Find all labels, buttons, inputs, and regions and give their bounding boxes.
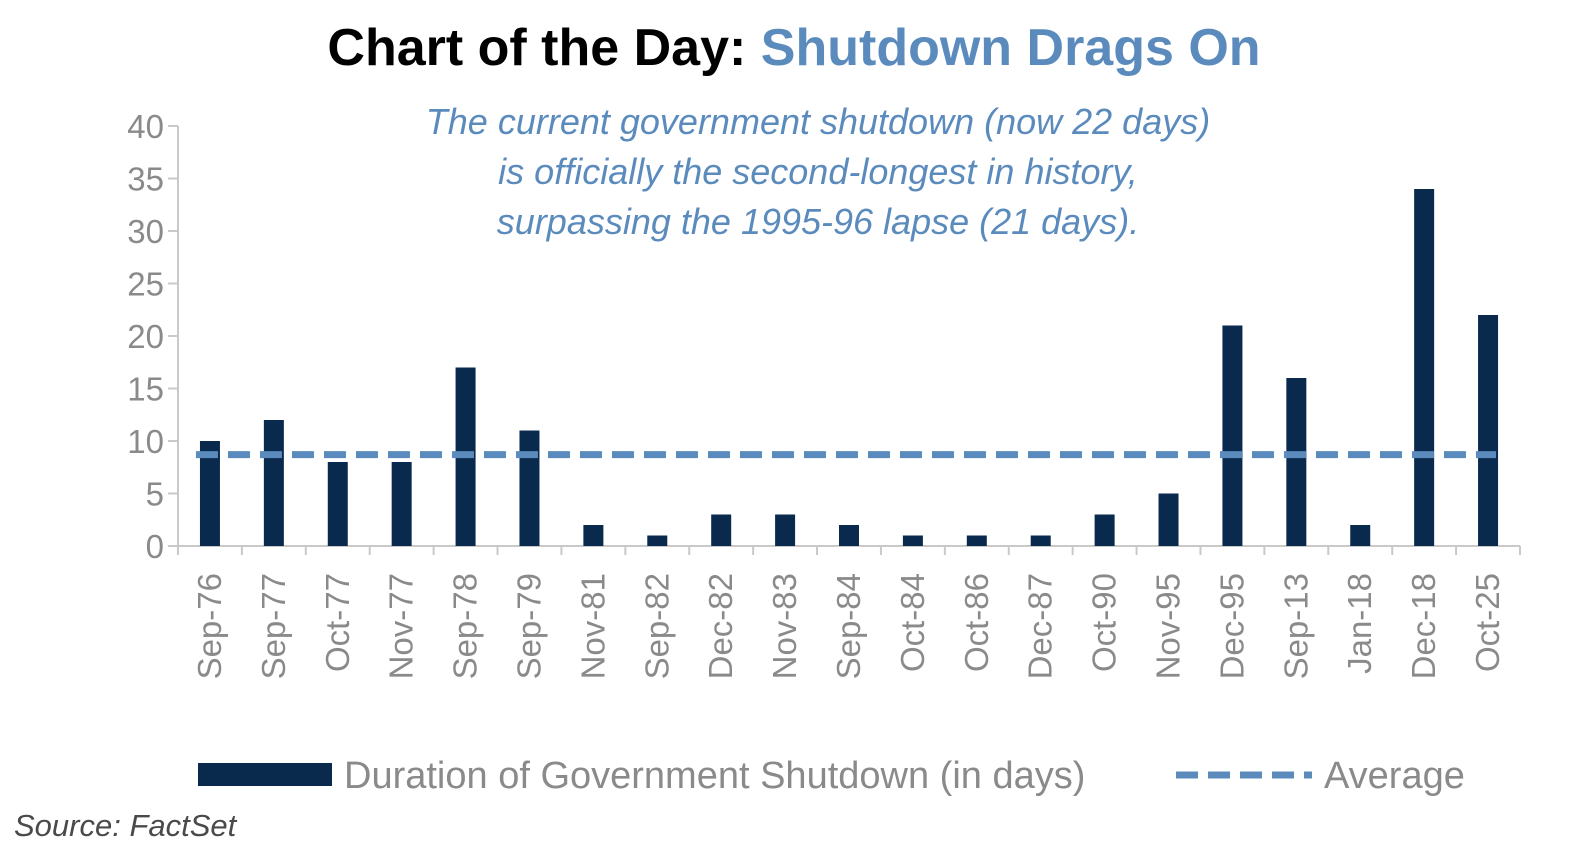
y-tick-label: 30 [127,213,164,250]
bar [711,514,732,546]
bar [1030,535,1051,546]
bar-series [199,189,1499,546]
bar [1094,514,1115,546]
legend: Duration of Government Shutdown (in days… [198,755,1465,797]
bar [839,525,859,546]
annotation: The current government shutdown (now 22 … [426,101,1210,242]
x-tick-label: Sep-77 [255,573,292,679]
x-tick-label: Sep-84 [830,573,867,679]
y-axis: 0 5 10 15 20 25 30 35 40 [127,108,179,565]
legend-average-label: Average [1324,755,1465,797]
x-tick-label: Dec-82 [702,573,739,679]
source-note: Source: FactSet [14,808,237,843]
x-tick-label: Sep-76 [191,573,228,679]
bar [199,441,220,546]
y-tick-label: 0 [146,528,164,565]
x-tick-label: Nov-83 [766,573,803,679]
x-tick-label: Nov-77 [383,573,420,679]
bar [263,420,284,546]
bar [1478,315,1499,546]
annotation-line-2: is officially the second-longest in hist… [498,151,1138,192]
bar [519,430,540,546]
y-tick-label: 10 [127,423,164,460]
bar [1222,325,1243,546]
x-tick-label: Jan-18 [1341,573,1378,674]
y-tick-label: 35 [127,161,164,198]
x-tick-label: Dec-87 [1022,573,1059,679]
legend-bar-swatch [198,763,332,786]
x-tick-label: Nov-81 [574,573,611,679]
bar [775,514,796,546]
y-tick-label: 25 [127,266,164,303]
bar [1414,189,1435,546]
x-tick-label: Oct-90 [1086,573,1123,672]
x-tick-label: Dec-18 [1405,573,1442,679]
x-tick-label: Oct-86 [958,573,995,672]
annotation-line-3: surpassing the 1995-96 lapse (21 days). [497,201,1139,242]
x-tick-label: Sep-82 [638,573,675,679]
chart-title: Chart of the Day: Shutdown Drags On [0,18,1588,78]
bar [583,525,604,546]
x-tick-label: Sep-78 [447,573,484,679]
bar [1350,525,1371,546]
x-tick-label: Sep-13 [1277,573,1314,679]
annotation-line-1: The current government shutdown (now 22 … [426,101,1210,142]
bar-chart: The current government shutdown (now 22 … [127,101,1521,797]
x-tick-label: Oct-84 [894,573,931,672]
x-tick-label: Sep-79 [510,573,547,679]
x-tick-label: Dec-95 [1213,573,1250,679]
bar [902,535,923,546]
bar [1158,493,1179,546]
y-tick-label: 15 [127,371,164,408]
bar [1286,378,1307,546]
title-highlight: Shutdown Drags On [760,19,1261,77]
y-tick-label: 20 [127,318,164,355]
x-tick-label: Nov-95 [1150,573,1187,679]
x-tick-label: Oct-77 [319,573,356,672]
y-tick-label: 5 [146,476,164,513]
title-prefix: Chart of the Day: [327,19,747,77]
x-tick-label: Oct-25 [1469,573,1506,672]
bar [966,535,987,546]
x-axis: Sep-76 Sep-77 Oct-77 Nov-77 Sep-78 Sep-79 Nov-… [177,545,1521,679]
y-tick-label: 40 [127,108,164,145]
legend-bar-label: Duration of Government Shutdown (in days… [344,755,1085,797]
bar [647,535,668,546]
bar [327,462,348,546]
bar [391,462,412,546]
